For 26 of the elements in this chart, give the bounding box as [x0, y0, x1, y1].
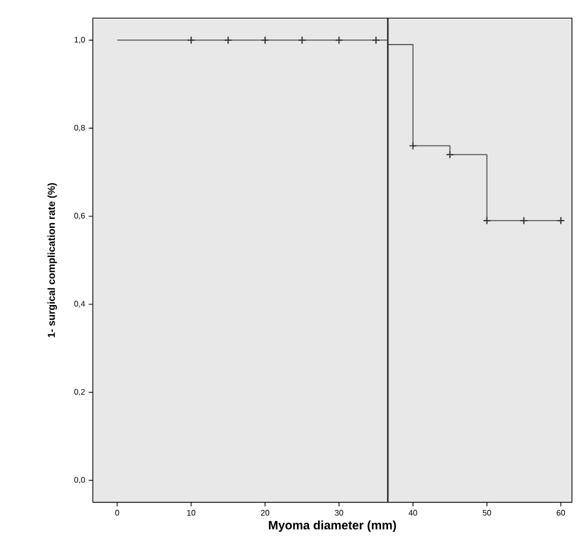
point: [260, 36, 270, 44]
point: [372, 36, 380, 44]
y-tick-label: 0,8: [74, 124, 85, 132]
y-tick-label: 0,4: [74, 301, 85, 308]
x-tick-label: 40: [408, 510, 418, 516]
x-tick-label: 20: [261, 510, 270, 516]
point: [408, 142, 418, 150]
x-axis-title: Myoma diameter (mm): [268, 520, 396, 532]
point: [520, 216, 528, 225]
point: [482, 216, 492, 225]
point: [446, 150, 454, 159]
y-tick-label: 0,2: [74, 389, 85, 396]
x-tick-label: 0: [115, 510, 120, 516]
x-tick-label: 30: [334, 510, 344, 516]
point: [298, 36, 306, 44]
x-tick-label: 60: [556, 510, 566, 516]
y-tick-label: 0,0: [74, 477, 85, 484]
point: [556, 216, 565, 225]
y-tick-label: 0,6: [74, 213, 85, 220]
y-axis-title: 1- surgical complication rate (%): [48, 183, 57, 338]
point: [224, 36, 232, 44]
point: [334, 36, 344, 44]
y-tick-label: 1,0: [74, 36, 85, 44]
point: [187, 36, 196, 44]
x-tick-label: 10: [187, 510, 196, 516]
x-tick-label: 50: [482, 510, 492, 516]
